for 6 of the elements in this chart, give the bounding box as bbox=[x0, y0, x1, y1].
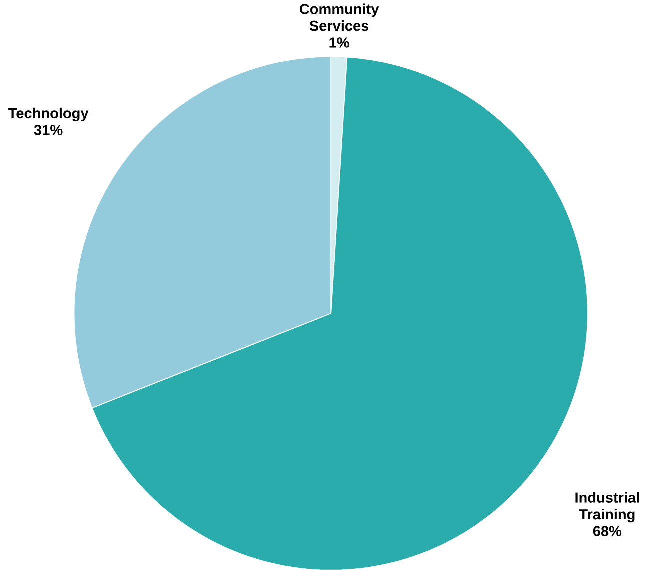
slice-label: Industrial Training bbox=[576, 492, 640, 523]
slice-label: Community Services bbox=[300, 4, 380, 32]
slice-label: Technology bbox=[8, 108, 89, 122]
data-label: 31% bbox=[34, 125, 63, 136]
data-label: 68% bbox=[593, 526, 622, 537]
data-label: 1% bbox=[330, 38, 350, 48]
